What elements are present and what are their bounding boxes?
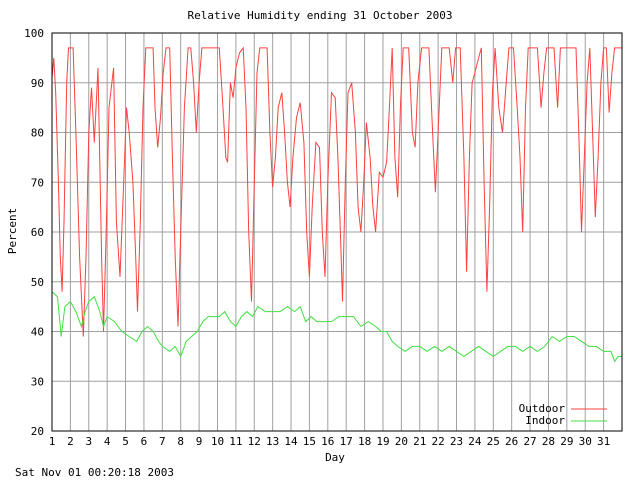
legend: Outdoor Indoor xyxy=(519,402,607,427)
y-tick-label: 80 xyxy=(31,127,44,140)
x-tick-label: 26 xyxy=(505,435,518,448)
x-tick-label: 2 xyxy=(67,435,74,448)
y-tick-label: 100 xyxy=(24,27,44,40)
x-tick-label: 11 xyxy=(229,435,242,448)
x-tick-label: 25 xyxy=(487,435,500,448)
x-tick-label: 12 xyxy=(248,435,261,448)
x-tick-label: 4 xyxy=(104,435,111,448)
timestamp-footer: Sat Nov 01 00:20:18 2003 xyxy=(15,466,174,479)
x-tick-label: 19 xyxy=(376,435,389,448)
x-tick-label: 14 xyxy=(284,435,298,448)
y-axis-label: Percent xyxy=(6,208,19,254)
x-tick-label: 9 xyxy=(196,435,203,448)
x-tick-label: 8 xyxy=(177,435,184,448)
x-tick-label: 1 xyxy=(49,435,56,448)
x-tick-label: 10 xyxy=(211,435,224,448)
legend-label-indoor: Indoor xyxy=(525,414,565,427)
grid-lines xyxy=(51,32,622,432)
legend-label-outdoor: Outdoor xyxy=(519,402,566,415)
x-tick-label: 15 xyxy=(303,435,316,448)
y-tick-label: 50 xyxy=(31,276,44,289)
y-tick-labels: 20 30 40 50 60 70 80 90 100 xyxy=(24,27,44,438)
series-lines xyxy=(51,46,622,363)
x-tick-label: 24 xyxy=(468,435,482,448)
y-tick-label: 20 xyxy=(31,425,44,438)
y-tick-label: 30 xyxy=(31,375,44,388)
y-tick-label: 70 xyxy=(31,176,44,189)
x-tick-label: 23 xyxy=(450,435,463,448)
x-tick-label: 5 xyxy=(122,435,129,448)
x-tick-label: 16 xyxy=(321,435,334,448)
x-tick-label: 30 xyxy=(579,435,592,448)
x-tick-label: 20 xyxy=(395,435,408,448)
x-tick-label: 27 xyxy=(523,435,536,448)
series-line-outdoor xyxy=(51,46,622,337)
x-tick-label: 18 xyxy=(358,435,371,448)
x-tick-label: 7 xyxy=(159,435,166,448)
y-tick-label: 40 xyxy=(31,326,44,339)
x-tick-labels: 1 2 3 4 5 6 7 8 9 10 11 12 13 14 15 16 17 18 19 20 21 22 23 24 2… xyxy=(49,435,611,448)
x-tick-label: 6 xyxy=(141,435,148,448)
x-tick-label: 3 xyxy=(85,435,92,448)
y-tick-label: 90 xyxy=(31,77,44,90)
series-line-indoor xyxy=(51,291,622,363)
plot-frame xyxy=(51,32,623,432)
y-tick-label: 60 xyxy=(31,226,44,239)
x-tick-label: 21 xyxy=(413,435,426,448)
x-tick-label: 31 xyxy=(597,435,610,448)
x-tick-label: 29 xyxy=(560,435,573,448)
x-tick-label: 28 xyxy=(542,435,555,448)
x-tick-label: 13 xyxy=(266,435,279,448)
x-tick-label: 22 xyxy=(432,435,445,448)
chart-title: Relative Humidity ending 31 October 2003 xyxy=(188,9,453,22)
x-tick-label: 17 xyxy=(340,435,353,448)
x-axis-label: Day xyxy=(325,451,345,464)
